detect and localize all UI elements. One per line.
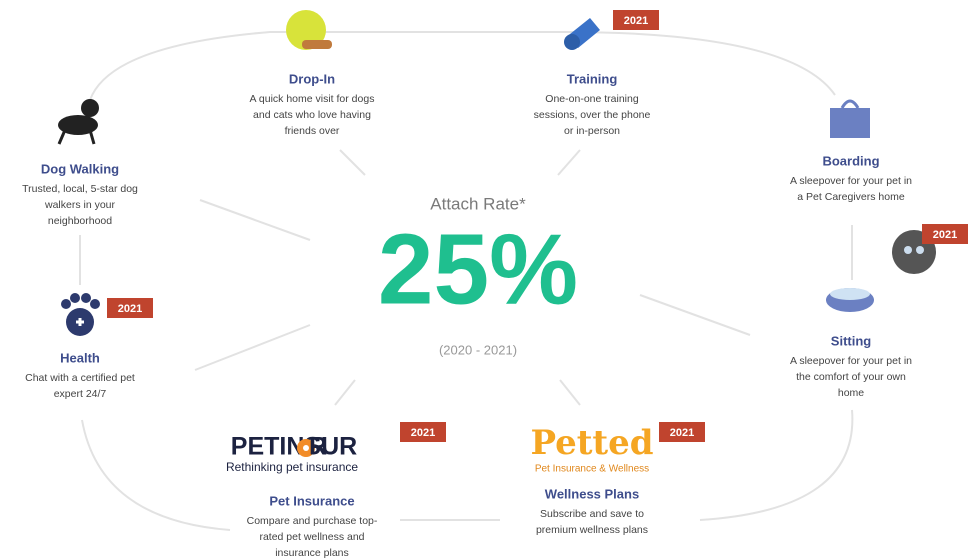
center: Attach Rate* 25% (2020 - 2021) xyxy=(378,194,578,357)
node-description: neighborhood xyxy=(48,215,112,227)
node-description: home xyxy=(838,387,864,399)
node-description: and cats who love having xyxy=(253,109,371,121)
badge-text: 2021 xyxy=(411,427,435,439)
node-description: rated pet wellness and xyxy=(259,531,364,543)
node-description: A sleepover for your pet in xyxy=(790,175,912,187)
logo-tagline: Rethinking pet insurance xyxy=(226,460,358,474)
node-description: walkers in your xyxy=(44,199,116,211)
node-title: Wellness Plans xyxy=(545,486,639,501)
logo-text: R xyxy=(309,433,327,461)
badge xyxy=(613,10,659,30)
node: Drop-In A quick home visit for dogs and ca… xyxy=(250,71,375,136)
node-title: Drop-In xyxy=(289,71,335,86)
node-description: Trusted, local, 5-star dog xyxy=(22,183,138,195)
icons xyxy=(57,10,936,336)
badge-text: 2021 xyxy=(933,229,957,241)
node-description: expert 24/7 xyxy=(54,388,107,400)
badge xyxy=(107,298,153,318)
node-description: a Pet Caregivers home xyxy=(797,191,905,203)
node-description: A quick home visit for dogs xyxy=(250,93,375,105)
node-title: Boarding xyxy=(822,153,879,168)
node-description: sessions, over the phone xyxy=(534,109,651,121)
logo-text: Petted xyxy=(530,423,653,463)
node-description: Chat with a certified pet xyxy=(25,372,135,384)
badge xyxy=(922,224,968,244)
node: Training One-on-one training sessions, ove… xyxy=(534,10,659,137)
center-title: Attach Rate* xyxy=(430,194,526,213)
center-period: (2020 - 2021) xyxy=(439,342,517,357)
badge xyxy=(659,422,705,442)
logo-text: PETINSUR xyxy=(231,433,357,461)
node-description: friends over xyxy=(285,125,340,137)
node-description: the comfort of your own xyxy=(796,371,906,383)
node-title: Training xyxy=(567,71,618,86)
logo-tagline: Pet Insurance & Wellness xyxy=(535,464,649,475)
node-description: or in-person xyxy=(564,125,620,137)
node: Sitting A sleepover for your pet in the co… xyxy=(790,224,968,399)
logo-icon-center xyxy=(303,445,309,451)
node-description: A sleepover for your pet in xyxy=(790,355,912,367)
badge-text: 2021 xyxy=(624,15,648,27)
badge-text: 2021 xyxy=(670,427,694,439)
node: Dog Walking Trusted, local, 5-star dog wal… xyxy=(22,161,138,226)
node: Wellness Plans Subscribe and save to premi… xyxy=(530,422,705,536)
node-description: Compare and purchase top- xyxy=(247,515,378,527)
node-title: Dog Walking xyxy=(41,161,119,176)
badge-text: 2021 xyxy=(118,303,142,315)
node: Boarding A sleepover for your pet in a Pet… xyxy=(790,153,912,202)
badge xyxy=(400,422,446,442)
node: Pet Insurance Compare and purchase top-ra… xyxy=(226,422,446,559)
node-description: insurance plans xyxy=(275,547,349,559)
node-description: Subscribe and save to xyxy=(540,508,644,520)
node-title: Pet Insurance xyxy=(269,493,354,508)
connectors xyxy=(79,30,854,531)
node-title: Health xyxy=(60,350,100,365)
node-title: Sitting xyxy=(831,333,871,348)
node-description: One-on-one training xyxy=(545,93,639,105)
center-value: 25% xyxy=(378,213,578,325)
node-description: premium wellness plans xyxy=(536,524,648,536)
node: Health Chat with a certified pet expert 24… xyxy=(25,298,153,400)
